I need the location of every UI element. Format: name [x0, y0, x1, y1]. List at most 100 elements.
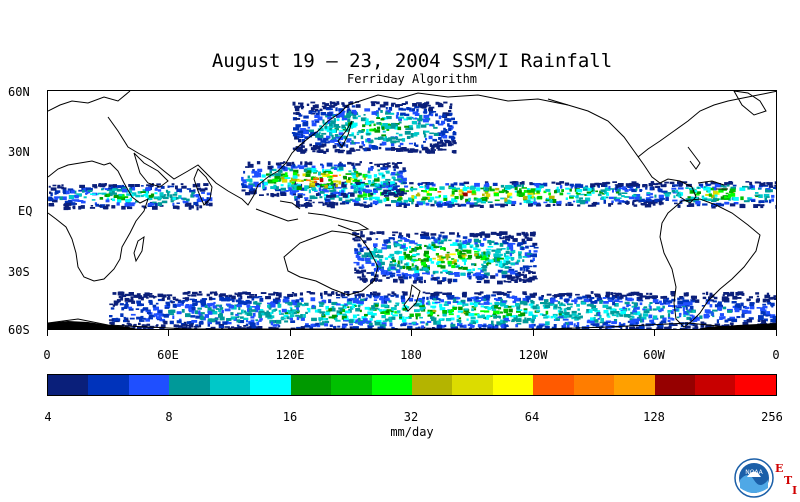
- rain-cell: [362, 189, 366, 192]
- rain-cell: [333, 180, 338, 182]
- rain-cell: [267, 193, 269, 195]
- rain-cell: [438, 234, 441, 237]
- rain-cell: [315, 324, 319, 326]
- rain-cell: [520, 182, 522, 185]
- rain-cell: [320, 164, 323, 166]
- rain-cell: [613, 293, 616, 295]
- rain-cell: [611, 321, 617, 324]
- rain-cell: [588, 304, 593, 306]
- rain-cell: [364, 198, 369, 200]
- rain-cell: [689, 309, 691, 312]
- rain-cell: [484, 295, 487, 298]
- rain-cell: [424, 245, 427, 247]
- rain-cell: [312, 123, 317, 127]
- rain-cell: [755, 195, 760, 197]
- rain-cell: [506, 251, 510, 254]
- rain-cell: [242, 185, 248, 188]
- rain-cell: [406, 234, 410, 237]
- rain-cell: [197, 183, 201, 187]
- rain-cell: [324, 185, 328, 189]
- rain-cell: [476, 256, 480, 259]
- rain-cell: [209, 297, 212, 301]
- rain-cell: [376, 278, 378, 281]
- rain-cell: [293, 293, 297, 296]
- rain-cell: [314, 145, 316, 147]
- rain-cell: [594, 294, 598, 296]
- rain-cell: [259, 311, 265, 313]
- rain-cell: [529, 182, 532, 185]
- rain-cell: [421, 145, 423, 149]
- rain-cell: [358, 252, 361, 254]
- rain-cell: [524, 308, 528, 310]
- rain-cell: [64, 207, 69, 210]
- rain-cell: [451, 184, 455, 188]
- rain-cell: [421, 232, 425, 234]
- eti-letter-t: T: [784, 474, 792, 487]
- rain-cell: [156, 316, 161, 319]
- rain-cell: [443, 198, 447, 202]
- rain-cell: [599, 300, 603, 302]
- rain-cell: [703, 297, 707, 299]
- rain-cell: [480, 310, 485, 312]
- rain-cell: [243, 325, 246, 327]
- rain-cell: [441, 299, 444, 302]
- rain-cell: [455, 249, 458, 252]
- rain-cell: [107, 198, 110, 200]
- rain-cell: [643, 313, 648, 316]
- rain-cell: [545, 326, 548, 328]
- rain-cell: [173, 194, 178, 196]
- rain-cell: [755, 192, 759, 194]
- rain-cell: [517, 233, 522, 236]
- rain-cell: [745, 181, 749, 183]
- rain-cell: [649, 306, 651, 309]
- rain-cell: [399, 314, 402, 317]
- rain-cell: [378, 137, 381, 140]
- rain-cell: [368, 175, 372, 179]
- rain-cell: [466, 202, 470, 205]
- rain-cell: [532, 195, 534, 198]
- rain-cell: [345, 115, 350, 118]
- rain-cell: [723, 316, 725, 319]
- rain-cell: [352, 105, 356, 107]
- rain-cell: [182, 324, 188, 326]
- rain-cell: [549, 200, 552, 203]
- rain-cell: [295, 124, 301, 127]
- rain-cell: [297, 186, 302, 190]
- rain-cell: [611, 203, 613, 205]
- rain-cell: [632, 302, 634, 304]
- rain-cell: [364, 328, 368, 330]
- rain-cell: [270, 193, 273, 197]
- rain-cell: [681, 297, 684, 299]
- rain-cell: [709, 329, 712, 330]
- rain-cell: [727, 310, 732, 313]
- rain-cell: [149, 295, 154, 298]
- rain-cell: [650, 329, 652, 330]
- rain-cell: [622, 192, 628, 194]
- rain-cell: [307, 104, 309, 106]
- rain-cell: [610, 311, 614, 315]
- rain-cell: [352, 327, 357, 329]
- rain-cell: [441, 261, 445, 263]
- rain-cell: [207, 294, 210, 297]
- rain-cell: [433, 271, 436, 274]
- rain-cell: [406, 107, 409, 109]
- rain-cell: [211, 327, 216, 329]
- rain-cell: [500, 303, 506, 307]
- rain-cell: [404, 200, 409, 203]
- rain-cell: [386, 310, 390, 313]
- rain-cell: [375, 304, 378, 307]
- rain-cell: [588, 205, 594, 207]
- rain-cell: [376, 122, 381, 125]
- rain-cell: [686, 292, 689, 296]
- rain-cell: [382, 123, 388, 126]
- rain-cell: [198, 310, 200, 314]
- rain-cell: [370, 318, 373, 321]
- rain-cell: [477, 314, 480, 316]
- rain-cell: [422, 297, 425, 299]
- rain-cell: [216, 305, 220, 307]
- rain-cell: [428, 108, 433, 111]
- rain-cell: [472, 268, 475, 271]
- rain-cell: [561, 302, 563, 305]
- rain-cell: [129, 202, 134, 206]
- rain-cell: [231, 316, 236, 319]
